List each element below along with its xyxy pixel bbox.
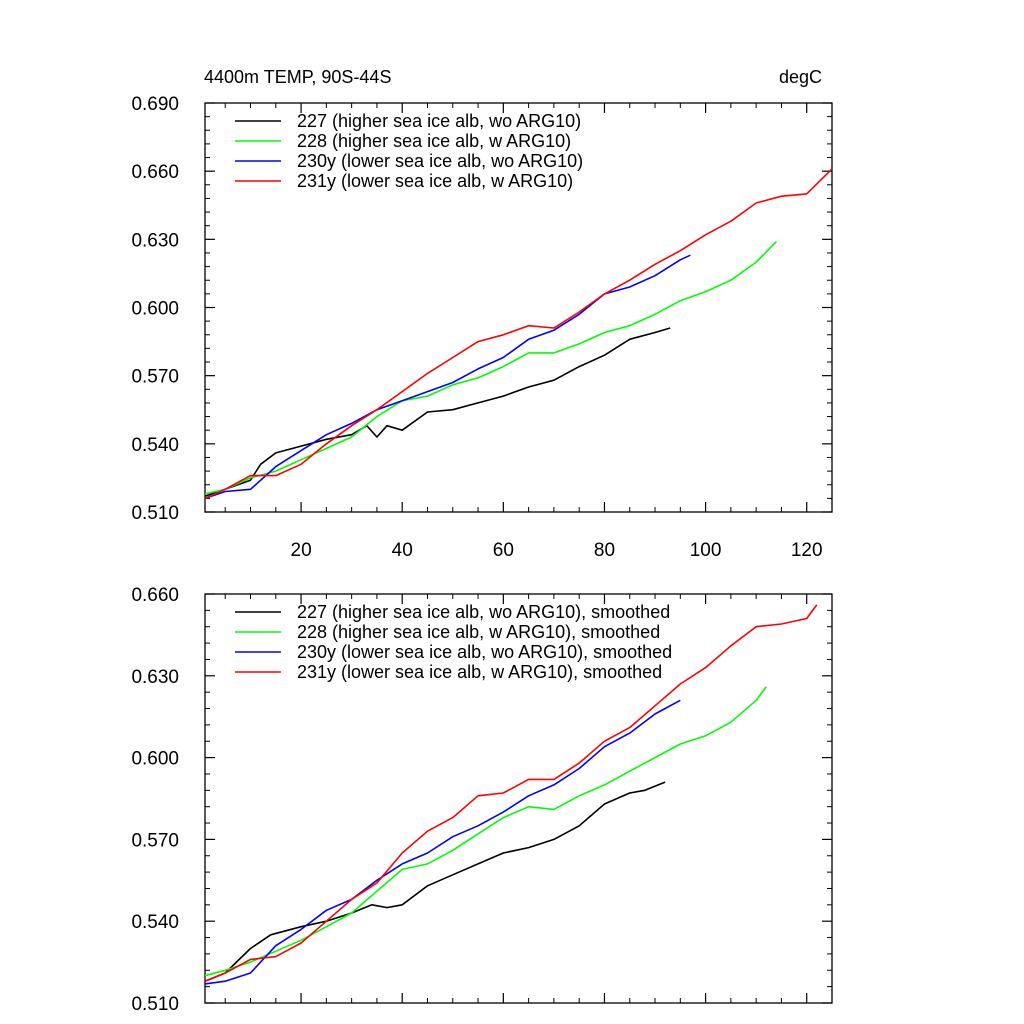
bottom-line-chart: 0.510 0.540 0.570 0.600 0.630 0.660 227 (highe…: [131, 585, 833, 1015]
legend-label: 231y (lower sea ice alb, w ARG10): [297, 171, 573, 191]
y-tick-label: 0.540: [131, 912, 179, 933]
legend-label: 231y (lower sea ice alb, w ARG10), smoot…: [297, 662, 662, 682]
x-tick-label: 60: [493, 540, 514, 561]
y-tick-label: 0.600: [131, 749, 179, 770]
y-tick-label: 0.540: [131, 435, 179, 456]
legend-label: 228 (higher sea ice alb, w ARG10), smoot…: [297, 622, 660, 642]
plot-frame: [204, 593, 833, 1004]
y-tick-label: 0.660: [131, 585, 179, 606]
series-line-2: [204, 254, 691, 500]
series-line-2: [204, 699, 681, 985]
y-tick-label: 0.660: [131, 162, 179, 183]
y-tick-label: 0.630: [131, 667, 179, 688]
series-line-0: [204, 781, 666, 982]
series-line-1: [204, 686, 767, 977]
series-line-3: [204, 168, 833, 500]
x-tick-label: 20: [291, 540, 312, 561]
x-tick-label: 120: [791, 540, 823, 561]
y-tick-label: 0.570: [131, 830, 179, 851]
x-tick-label: 40: [392, 540, 413, 561]
series-line-0: [204, 327, 671, 497]
y-tick-label: 0.690: [131, 94, 179, 115]
top-chart-title: 4400m TEMP, 90S-44S: [204, 67, 391, 87]
legend-label: 227 (higher sea ice alb, wo ARG10): [297, 111, 581, 131]
legend-label: 227 (higher sea ice alb, wo ARG10), smoo…: [297, 602, 670, 622]
legend-label: 230y (lower sea ice alb, wo ARG10): [297, 151, 583, 171]
y-tick-label: 0.510: [131, 994, 179, 1015]
top-line-chart: 20 40 60 80 100 120 0.510 0.540 0.570 0.600 0.630 0…: [131, 94, 833, 561]
y-tick-label: 0.600: [131, 299, 179, 320]
top-chart-units: degC: [779, 67, 822, 87]
y-tick-label: 0.570: [131, 367, 179, 388]
x-tick-label: 100: [690, 540, 722, 561]
y-tick-label: 0.510: [131, 503, 179, 524]
legend-label: 230y (lower sea ice alb, wo ARG10), smoo…: [297, 642, 672, 662]
y-tick-label: 0.630: [131, 230, 179, 251]
x-tick-label: 80: [594, 540, 615, 561]
series-line-1: [204, 241, 777, 495]
legend-label: 228 (higher sea ice alb, w ARG10): [297, 131, 571, 151]
series-line-3: [204, 604, 818, 982]
